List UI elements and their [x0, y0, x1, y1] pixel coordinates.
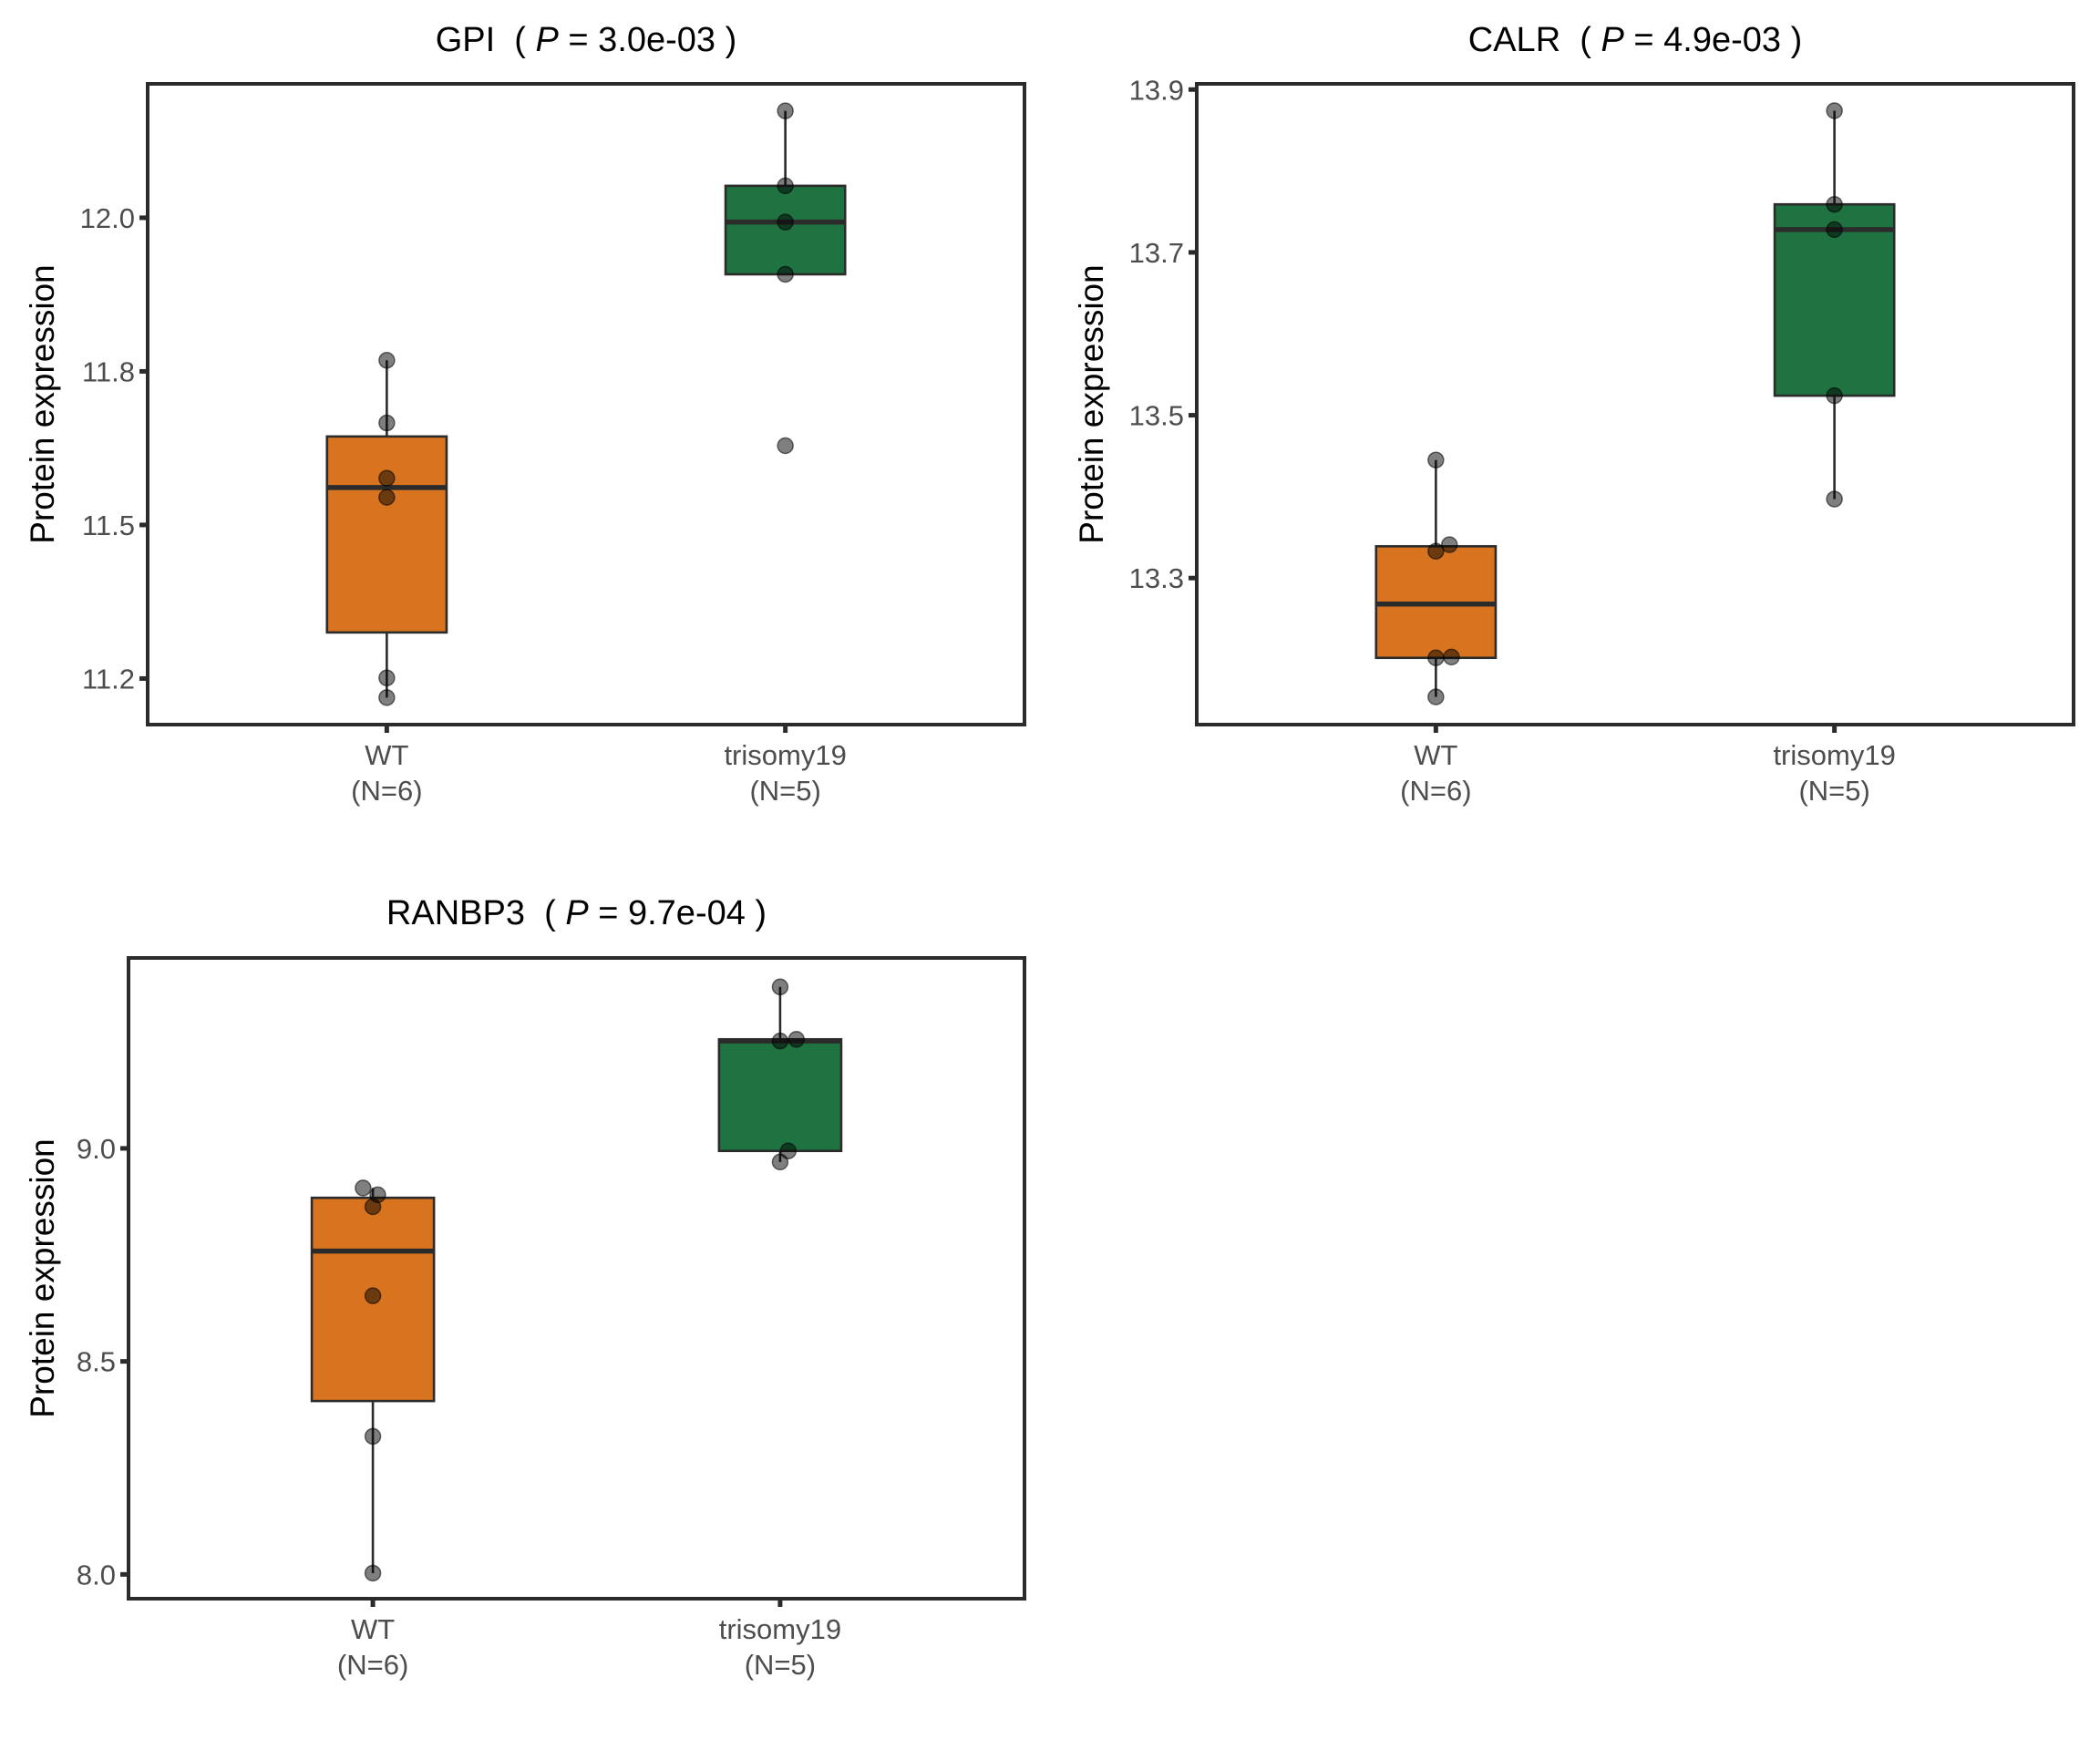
- x-tick-count-label: (N=5): [749, 775, 820, 807]
- data-point: [1826, 102, 1843, 119]
- title-p-value: = 4.9e-03 ): [1624, 21, 1802, 59]
- x-tick-count-label: (N=6): [337, 1649, 408, 1681]
- y-axis-title: Protein expression: [1073, 264, 1110, 543]
- box-iqr: [325, 435, 448, 634]
- title-p-label: P: [565, 894, 589, 932]
- data-point: [1427, 688, 1445, 705]
- box-iqr: [717, 1037, 843, 1153]
- y-tick-label: 9.0: [77, 1133, 116, 1165]
- panel-border: [127, 956, 1026, 1601]
- panel-border: [1195, 82, 2075, 726]
- title-gene: GPI (: [436, 21, 536, 59]
- data-point: [1427, 542, 1445, 560]
- title-gene: RANBP3 (: [386, 894, 565, 932]
- x-tick-count-label: (N=5): [745, 1649, 816, 1681]
- x-tick-label: trisomy19: [1773, 739, 1895, 771]
- panel-title: CALR ( P = 4.9e-03 ): [1468, 21, 1802, 59]
- data-point: [777, 213, 794, 231]
- data-point: [1427, 451, 1445, 468]
- data-point: [378, 414, 396, 432]
- data-point: [771, 1032, 789, 1050]
- y-axis-title: Protein expression: [24, 264, 61, 543]
- data-point: [355, 1179, 372, 1197]
- y-tick-label: 8.0: [77, 1559, 116, 1590]
- y-tick-label: 13.3: [1129, 562, 1184, 594]
- y-tick-label: 8.5: [77, 1346, 116, 1378]
- x-tick-label: trisomy19: [719, 1613, 841, 1645]
- x-tick-label: WT: [351, 1613, 395, 1645]
- data-point: [1826, 195, 1843, 213]
- data-point: [1427, 649, 1445, 667]
- data-point: [378, 352, 396, 369]
- chart-panel-ranbp3: RANBP3 ( P = 9.7e-04 ) Protein expression…: [24, 894, 1026, 1681]
- data-point: [364, 1287, 382, 1304]
- data-point: [1443, 648, 1460, 666]
- x-tick-label: trisomy19: [724, 739, 846, 771]
- data-point: [788, 1031, 806, 1048]
- data-point: [378, 469, 396, 487]
- box-wt: [310, 1188, 436, 1573]
- panel-title: GPI ( P = 3.0e-03 ): [436, 21, 737, 59]
- title-p-label: P: [536, 21, 560, 59]
- data-point: [1440, 536, 1458, 553]
- x-tick-count-label: (N=6): [1400, 775, 1471, 807]
- data-point: [777, 265, 794, 283]
- data-point: [364, 1564, 382, 1582]
- x-tick-count-label: (N=5): [1798, 775, 1869, 807]
- y-tick-label: 12.0: [80, 202, 135, 234]
- y-tick-label: 13.9: [1129, 74, 1184, 106]
- data-point: [1826, 386, 1843, 405]
- chart-panel-calr: CALR ( P = 4.9e-03 ) Protein expression 13…: [1073, 21, 2075, 807]
- box-wt: [325, 360, 448, 698]
- data-point: [1826, 221, 1843, 239]
- title-p-value: = 9.7e-04 ): [589, 894, 767, 932]
- chart-panel-gpi: GPI ( P = 3.0e-03 ) Protein expression 12.…: [24, 21, 1026, 807]
- box-trisomy19: [717, 986, 843, 1162]
- data-point: [364, 1427, 382, 1446]
- y-tick-label: 13.7: [1129, 237, 1184, 269]
- x-tick-label: WT: [365, 739, 408, 771]
- data-point: [1826, 490, 1843, 508]
- data-point: [777, 437, 794, 455]
- data-point: [777, 177, 794, 195]
- panel-title: RANBP3 ( P = 9.7e-04 ): [386, 894, 767, 932]
- y-tick-label: 13.5: [1129, 400, 1184, 432]
- panel-border: [146, 82, 1026, 726]
- data-point: [771, 1153, 789, 1171]
- y-axis-title: Protein expression: [24, 1138, 61, 1417]
- data-point: [378, 489, 396, 506]
- box-iqr: [310, 1196, 436, 1403]
- title-p-label: P: [1601, 21, 1624, 59]
- x-tick-label: WT: [1414, 739, 1457, 771]
- x-tick-count-label: (N=6): [351, 775, 422, 807]
- title-p-value: = 3.0e-03 ): [559, 21, 736, 59]
- y-tick-label: 11.2: [82, 663, 135, 695]
- title-gene: CALR (: [1468, 21, 1601, 59]
- data-point: [771, 978, 789, 996]
- y-tick-label: 11.8: [82, 355, 135, 387]
- data-point: [378, 669, 396, 687]
- y-tick-label: 11.5: [82, 510, 135, 541]
- data-point: [364, 1198, 382, 1216]
- data-point: [777, 102, 794, 119]
- data-point: [378, 689, 396, 706]
